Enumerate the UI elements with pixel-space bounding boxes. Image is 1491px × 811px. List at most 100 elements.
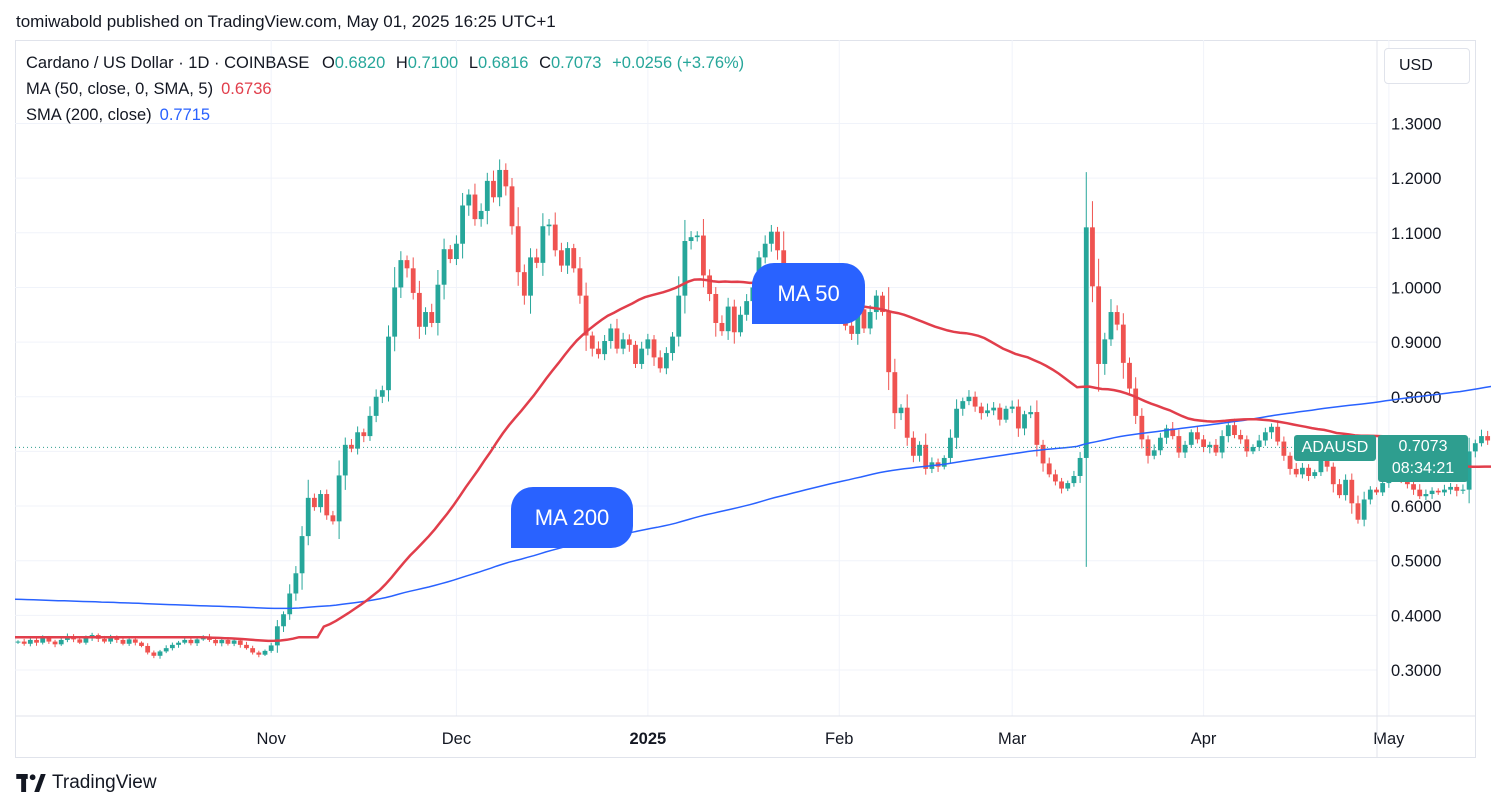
candle-body [1343, 479, 1349, 496]
candle-body [1485, 436, 1491, 441]
currency-button[interactable]: USD [1384, 48, 1470, 84]
candle-body [509, 186, 515, 227]
low-label: L [468, 54, 479, 72]
candle-body [713, 294, 719, 323]
footer-brand[interactable]: TradingView [16, 772, 157, 794]
sma200-line [14, 385, 1491, 610]
candle-body [948, 437, 953, 458]
candle-body [855, 309, 861, 334]
candle-body [225, 639, 231, 644]
candle-body [1355, 503, 1361, 520]
symbol-title[interactable]: Cardano / US Dollar · 1D · COINBASE [26, 54, 310, 72]
candle-body [1022, 414, 1027, 429]
candle-body [268, 645, 274, 651]
candle-body [410, 268, 416, 293]
candle-body [1201, 439, 1206, 448]
last-price-tag: 0.7073 08:34:21 [1378, 435, 1468, 482]
candle-body [731, 306, 737, 333]
candle-body [46, 638, 52, 642]
candle-body [608, 328, 614, 342]
candle-body [404, 260, 410, 269]
legend-ma50-row[interactable]: MA (50, close, 0, SMA, 5) 0.6736 [26, 80, 272, 99]
candle-body [972, 396, 978, 407]
candle-body [342, 444, 348, 476]
candle-body [34, 639, 39, 643]
candle-body [83, 638, 89, 643]
candle-body [768, 231, 774, 244]
candle-body [1380, 483, 1386, 493]
y-tick-label: 1.2000 [1391, 170, 1441, 188]
candle-body [231, 640, 237, 644]
candle-body [614, 328, 620, 349]
candle-body [213, 639, 218, 644]
candle-body [546, 224, 552, 227]
candle-body [1053, 474, 1058, 482]
candle-body [602, 341, 608, 355]
candle-body [694, 235, 700, 238]
candle-body [194, 639, 200, 644]
sma200-value: 0.7715 [159, 106, 211, 124]
candle-body [1337, 484, 1342, 496]
candle-body [1065, 483, 1071, 489]
candle-body [1096, 286, 1102, 364]
candle-body [386, 336, 391, 391]
close-value: 0.7073 [551, 54, 602, 72]
candle-body [1114, 312, 1120, 325]
candle-body [898, 407, 904, 414]
publisher-line: tomiwabold published on TradingView.com,… [16, 12, 556, 31]
candle-body [1330, 466, 1336, 485]
bar-countdown: 08:34:21 [1391, 460, 1455, 477]
candle-body [1435, 490, 1441, 493]
legend-sma200-row[interactable]: SMA (200, close) 0.7715 [26, 106, 210, 125]
candle-body [688, 237, 694, 241]
candle-body [1460, 489, 1466, 491]
candle-body [626, 339, 632, 345]
candle-body [281, 614, 286, 627]
candle-body [633, 344, 638, 364]
candle-body [707, 275, 712, 295]
y-tick-label: 1.3000 [1391, 116, 1441, 134]
candle-body [139, 642, 144, 646]
candle-body [1287, 455, 1293, 469]
candle-body [1034, 412, 1040, 445]
candle-body [583, 295, 589, 336]
candle-body [1219, 436, 1225, 453]
candle-body [1479, 436, 1484, 444]
candle-body [596, 348, 601, 355]
x-tick-label: Apr [1191, 730, 1217, 748]
x-tick-label: Mar [998, 730, 1027, 748]
candle-body [1028, 412, 1034, 415]
candle-body [515, 226, 521, 273]
candle-body [1349, 479, 1355, 504]
candle-body [867, 312, 873, 329]
x-tick-label: Nov [257, 730, 287, 748]
candle-body [466, 194, 472, 206]
x-tick-label: May [1373, 730, 1405, 748]
candle-body [1139, 415, 1145, 440]
candle-body [528, 257, 533, 296]
candle-body [447, 249, 453, 260]
y-tick-label: 0.6000 [1391, 498, 1441, 516]
candle-body [108, 637, 114, 642]
candle-body [1293, 468, 1299, 475]
candle-body [1059, 481, 1064, 489]
candle-body [663, 353, 669, 369]
candle-body [559, 250, 564, 266]
candle-body [744, 301, 750, 315]
axes: 0.30000.40000.50000.60000.70000.80000.90… [15, 40, 1476, 758]
candle-body [923, 444, 929, 469]
candle-body [379, 390, 385, 397]
candle-body [367, 415, 373, 437]
candle-body [478, 210, 484, 220]
candle-body [1145, 439, 1151, 456]
tradingview-logo-icon [16, 774, 46, 792]
candle-body [15, 641, 21, 643]
candle-body [775, 231, 780, 251]
candle-body [287, 593, 293, 615]
ma50-callout[interactable]: MA 50 [752, 263, 865, 324]
sma200-label: SMA (200, close) [26, 106, 152, 124]
chart-frame [15, 40, 1476, 758]
ma200-callout[interactable]: MA 200 [511, 487, 633, 548]
candle-body [1466, 451, 1472, 490]
